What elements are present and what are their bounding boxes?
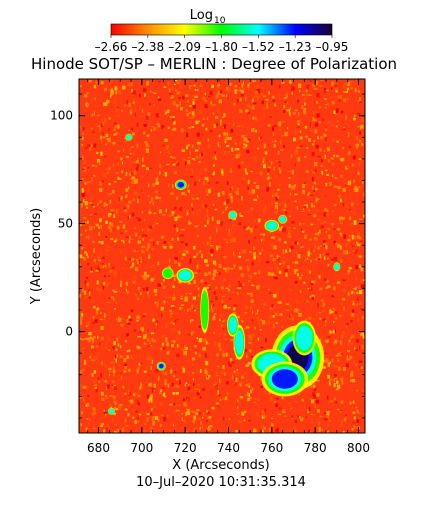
polarization-patch: [175, 179, 187, 190]
polarization-patch: [176, 268, 194, 283]
heatmap-background: [79, 79, 365, 433]
x-axis-label: X (Arcseconds): [172, 458, 269, 473]
polarization-patch: [162, 267, 174, 280]
polarization-patch: [156, 361, 166, 371]
polarization-patch: [228, 210, 238, 220]
plot-area: [79, 79, 365, 433]
chart-title: Hinode SOT/SP – MERLIN : Degree of Polar…: [31, 55, 397, 73]
polarization-patch: [261, 361, 309, 397]
colorbar-title-subscript: 10: [214, 16, 226, 26]
y-axis-label: Y (Arcseconds): [29, 208, 44, 305]
polarization-patch: [125, 133, 133, 141]
colorbar: [110, 23, 333, 36]
colorbar-tick-label: –2.38: [131, 40, 164, 54]
colorbar-tick-label: –1.23: [279, 40, 312, 54]
polarization-patch: [264, 220, 280, 232]
colorbar-tick-label: –1.80: [205, 40, 238, 54]
x-tick-label: 740: [217, 441, 240, 455]
polarization-patch: [200, 286, 210, 334]
y-tick-label: 0: [65, 325, 73, 339]
colorbar-tick-label: –1.52: [242, 40, 275, 54]
x-tick-label: 780: [304, 441, 327, 455]
polarization-patch: [292, 320, 316, 356]
colorbar-tick-label: –0.95: [316, 40, 349, 54]
y-tick-label: 100: [50, 109, 73, 123]
y-axis: 0 50 100: [50, 93, 365, 419]
observation-timestamp: 10–Jul–2020 10:31:35.314: [136, 475, 306, 490]
x-tick-label: 680: [87, 441, 110, 455]
colorbar-tick-label: –2.09: [168, 40, 201, 54]
x-tick-label: 720: [174, 441, 197, 455]
heatmap-features: [108, 133, 341, 415]
x-tick-label: 800: [347, 441, 370, 455]
polarization-patch: [108, 407, 115, 415]
x-tick-label: 700: [130, 441, 153, 455]
polarization-patch: [333, 262, 341, 272]
polarization-patch: [227, 313, 239, 337]
heatmap-texture: [79, 79, 365, 433]
plot-frame: [78, 78, 366, 434]
polarization-patch: [278, 214, 288, 224]
x-tick-label: 760: [260, 441, 283, 455]
x-axis: 680 700 720 740 760 780 800: [87, 79, 370, 455]
colorbar-title: Log: [190, 8, 213, 23]
y-tick-label: 50: [58, 217, 73, 231]
colorbar-ticks: –2.66 –2.38 –2.09 –1.80 –1.52 –1.23 –0.95: [95, 35, 349, 54]
colorbar-tick-label: –2.66: [95, 40, 128, 54]
